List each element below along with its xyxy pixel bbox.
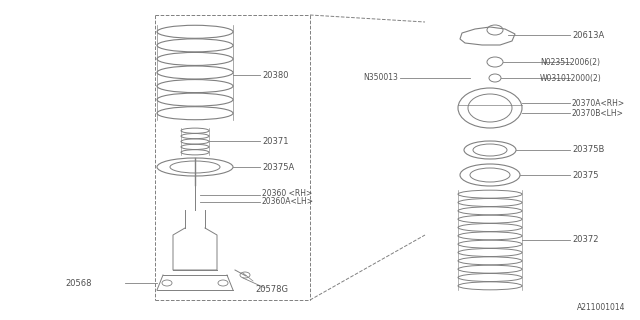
Text: 20613A: 20613A bbox=[572, 30, 604, 39]
Text: N350013: N350013 bbox=[363, 74, 398, 83]
Text: 20360 <RH>: 20360 <RH> bbox=[262, 188, 312, 197]
Text: 20375: 20375 bbox=[572, 171, 598, 180]
Text: 20370B<LH>: 20370B<LH> bbox=[572, 108, 624, 117]
Text: 20375B: 20375B bbox=[572, 146, 604, 155]
Text: 20375A: 20375A bbox=[262, 163, 294, 172]
Text: W031012000(2): W031012000(2) bbox=[540, 74, 602, 83]
Text: 20370A<RH>: 20370A<RH> bbox=[572, 99, 625, 108]
Text: 20380: 20380 bbox=[262, 70, 289, 79]
Text: A211001014: A211001014 bbox=[577, 303, 625, 312]
Text: 20372: 20372 bbox=[572, 236, 598, 244]
Text: N023512006(2): N023512006(2) bbox=[540, 58, 600, 67]
Text: 20360A<LH>: 20360A<LH> bbox=[262, 197, 314, 206]
Text: 20371: 20371 bbox=[262, 137, 289, 146]
Text: 20568: 20568 bbox=[65, 278, 92, 287]
Text: 20578G: 20578G bbox=[255, 285, 288, 294]
